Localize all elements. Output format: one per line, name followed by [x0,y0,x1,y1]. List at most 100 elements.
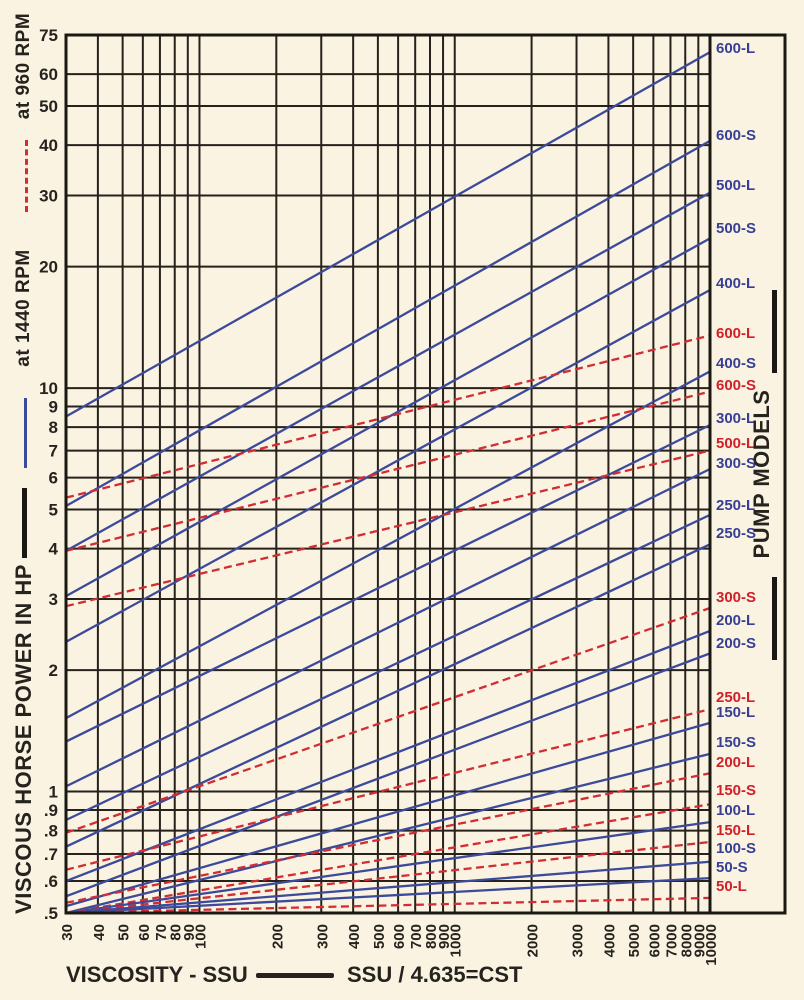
series-line-600-L-1440rpm [65,51,711,418]
y-tick-label-4: 4 [49,540,59,559]
pump-model-labels: 600-L 600-S 500-L 500-S 400-L 600-L 400-S 600-S… [716,40,756,895]
series-line-200-L-1440rpm [65,629,711,883]
x-tick-label-300: 300 [314,924,331,949]
series-line-100-S-1440rpm [65,860,711,915]
series-line-200-L-960rpm [65,772,711,904]
series-line-250-L-960rpm [65,708,711,871]
legend-1440rpm-solid-line-sample [24,398,27,468]
x-tick-label-40: 40 [91,924,108,941]
x-tick-label-2000: 2000 [525,924,542,957]
pump-models-title: PUMP MODELS [749,389,774,559]
x-tick-label-80: 80 [168,924,185,941]
y-tick-label-6: 6 [49,469,58,488]
y-axis-title-bar [22,488,27,558]
series-line-50-L-960rpm [65,896,711,915]
x-tick-label-90: 90 [181,924,198,941]
legend-1440rpm-label: at 1440 RPM [13,249,34,367]
model-label-50-L-960rpm: 50-L [716,878,747,895]
model-label-600-L-1440rpm: 600-L [716,40,755,57]
model-label-400-S-1440rpm: 400-S [716,355,756,372]
x-tick-label-10000: 10000 [703,924,720,966]
model-label-400-L-1440rpm: 400-L [716,275,755,292]
x-tick-label-800: 800 [423,924,440,949]
model-label-200-S-1440rpm: 200-S [716,635,756,652]
y-tick-label-50: 50 [39,97,58,116]
model-label-150-S-1440rpm: 150-S [716,734,756,751]
y-tick-label-30: 30 [39,187,58,206]
model-label-250-L-960rpm: 250-L [716,689,755,706]
series-line-600-S-1440rpm [65,139,711,508]
series-line-250-L-1440rpm [65,513,711,822]
x-tick-label-6000: 6000 [646,924,663,957]
x-tick-label-1000: 1000 [448,924,465,957]
y-tick-label-.8: .8 [44,822,58,841]
y-tick-label-7: 7 [49,442,58,461]
x-tick-label-7000: 7000 [663,924,680,957]
x-tick-label-700: 700 [408,924,425,949]
y-tick-label-60: 60 [39,65,58,84]
series-line-400-S-1440rpm [65,370,711,720]
x-tick-label-500: 500 [371,924,388,949]
series-line-150-L-1440rpm [65,721,711,908]
x-tick-label-50: 50 [116,924,133,941]
model-label-200-L-1440rpm: 200-L [716,612,755,629]
x-axis-title-bar [256,973,334,978]
model-label-250-L-1440rpm: 250-L [716,497,755,514]
y-tick-label-1: 1 [49,783,58,802]
model-label-600-S-1440rpm: 600-S [716,127,756,144]
y-tick-label-5: 5 [49,501,58,520]
model-label-100-L-1440rpm: 100-L [716,802,755,819]
outer-border [64,33,787,915]
series-line-300-S-960rpm [65,606,711,834]
y-axis-title: VISCOUS HORSE POWER IN HP [11,564,36,914]
model-label-150-L-1440rpm: 150-L [716,704,755,721]
series-line-600-S-960rpm [65,390,711,552]
x-tick-label-3000: 3000 [570,924,587,957]
conversion-note: SSU / 4.635=CST [347,962,523,987]
series-line-300-S-1440rpm [65,467,711,788]
x-tick-label-400: 400 [346,924,363,949]
y-tick-label-20: 20 [39,258,58,277]
y-tick-label-75: 75 [39,26,58,45]
y-tick-label-.9: .9 [44,801,58,820]
series-line-100-L-1440rpm [65,820,711,915]
legend-960rpm-dashed-line-sample [25,140,28,212]
series-line-500-L-960rpm [65,449,711,608]
model-label-500-S-1440rpm: 500-S [716,220,756,237]
y-tick-label-.7: .7 [44,845,58,864]
y-tick-label-2: 2 [49,661,58,680]
series-line-50-S-1440rpm [65,877,711,915]
model-label-500-L-960rpm: 500-L [716,435,755,452]
y-tick-label-9: 9 [49,398,58,417]
model-label-250-S-1440rpm: 250-S [716,525,756,542]
series-line-300-L-1440rpm [65,423,711,743]
y-tick-label-.5: .5 [44,904,58,923]
series-line-150-S-1440rpm [65,752,711,915]
series-line-150-L-960rpm [65,840,711,915]
legend-960rpm-label: at 960 RPM [13,12,34,120]
model-label-300-S-1440rpm: 300-S [716,455,756,472]
model-label-300-L-1440rpm: 300-L [716,410,755,427]
x-tick-label-600: 600 [391,924,408,949]
y-tick-label-40: 40 [39,136,58,155]
model-label-600-S-960rpm: 600-S [716,377,756,394]
x-tick-label-60: 60 [136,924,153,941]
y-tick-label-10: 10 [39,379,58,398]
series-line-600-L-960rpm [65,334,711,499]
pump-models-bar-top [772,290,777,373]
model-label-500-L-1440rpm: 500-L [716,177,755,194]
x-tick-label-100: 100 [192,924,209,949]
x-tick-label-30: 30 [59,924,76,941]
x-tick-label-9000: 9000 [691,924,708,957]
series-line-200-S-1440rpm [65,652,711,898]
model-label-150-S-960rpm: 150-S [716,782,756,799]
series-lines [65,51,711,915]
y-tick-label-.6: .6 [44,872,58,891]
x-tick-label-900: 900 [436,924,453,949]
series-line-150-S-960rpm [65,803,711,915]
x-tick-label-5000: 5000 [626,924,643,957]
model-label-600-L-960rpm: 600-L [716,325,755,342]
